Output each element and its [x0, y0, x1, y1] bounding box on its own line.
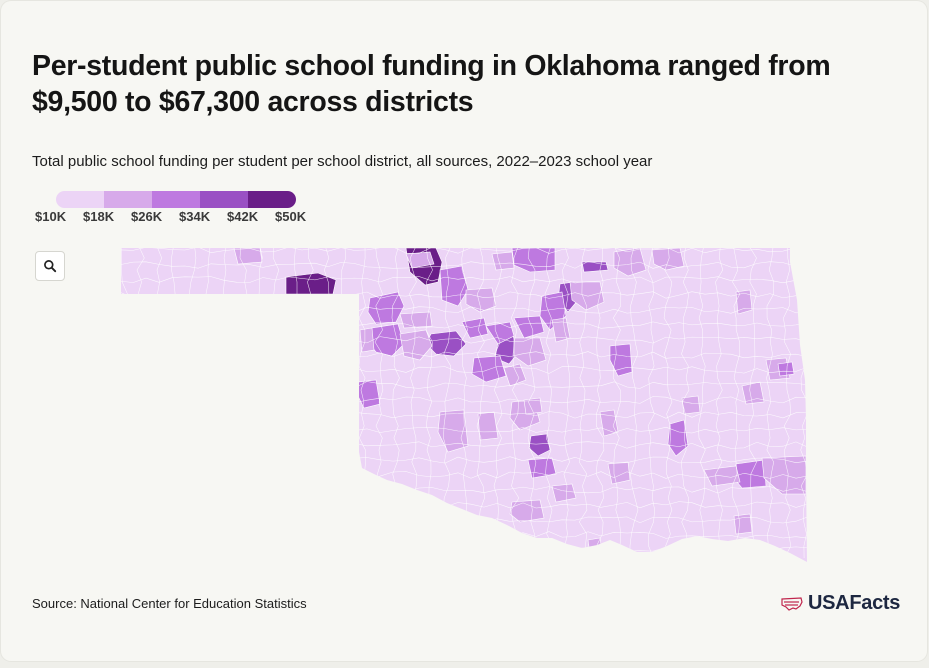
- district-9[interactable]: [367, 291, 405, 325]
- chart-title: Per-student public school funding in Okl…: [32, 50, 831, 118]
- district-6[interactable]: [528, 433, 551, 457]
- district-49[interactable]: [399, 311, 433, 329]
- us-flag-map-icon: [781, 596, 803, 611]
- district-layer: [233, 248, 807, 555]
- district-45[interactable]: [735, 289, 753, 315]
- color-legend: [56, 191, 296, 208]
- district-38[interactable]: [607, 461, 631, 485]
- legend-label: $10K: [35, 209, 67, 224]
- legend-label: $26K: [131, 209, 163, 224]
- chart-subtitle: Total public school funding per student …: [32, 153, 653, 170]
- legend-swatch-1: [56, 191, 104, 208]
- district-34[interactable]: [667, 419, 689, 457]
- legend-swatch-5: [248, 191, 296, 208]
- district-15[interactable]: [461, 317, 489, 339]
- district-21[interactable]: [651, 248, 685, 271]
- oklahoma-outline: [121, 248, 807, 562]
- search-icon: [44, 260, 57, 273]
- district-42[interactable]: [681, 395, 701, 415]
- legend-label: $42K: [227, 209, 259, 224]
- district-14[interactable]: [465, 287, 497, 313]
- district-7[interactable]: [581, 261, 609, 273]
- district-13[interactable]: [405, 251, 435, 269]
- district-37[interactable]: [509, 499, 545, 523]
- district-23[interactable]: [503, 363, 527, 387]
- legend-swatch-4: [200, 191, 248, 208]
- district-39[interactable]: [733, 513, 753, 535]
- district-40[interactable]: [741, 381, 765, 405]
- zoom-button[interactable]: [35, 251, 65, 281]
- legend-label: $50K: [275, 209, 307, 224]
- district-17[interactable]: [513, 315, 545, 339]
- legend-label: $34K: [179, 209, 211, 224]
- legend-labels: $10K $18K $26K $34K $42K $50K: [35, 209, 325, 229]
- district-12[interactable]: [439, 265, 469, 307]
- district-36[interactable]: [551, 483, 577, 503]
- district-35[interactable]: [599, 409, 619, 437]
- legend-swatch-3: [152, 191, 200, 208]
- legend-swatch-2: [104, 191, 152, 208]
- district-48[interactable]: [359, 327, 375, 353]
- district-22[interactable]: [471, 355, 507, 383]
- brand-name: USAFacts: [808, 592, 901, 614]
- usafacts-logo: USAFacts: [780, 592, 900, 615]
- district-43[interactable]: [777, 361, 795, 377]
- district-26[interactable]: [527, 457, 557, 479]
- district-25[interactable]: [609, 343, 633, 377]
- district-47[interactable]: [491, 251, 515, 271]
- district-31[interactable]: [733, 459, 767, 489]
- district-51[interactable]: [587, 537, 603, 555]
- source-note: Source: National Center for Education St…: [32, 596, 307, 611]
- district-27[interactable]: [437, 409, 469, 453]
- legend-label: $18K: [83, 209, 115, 224]
